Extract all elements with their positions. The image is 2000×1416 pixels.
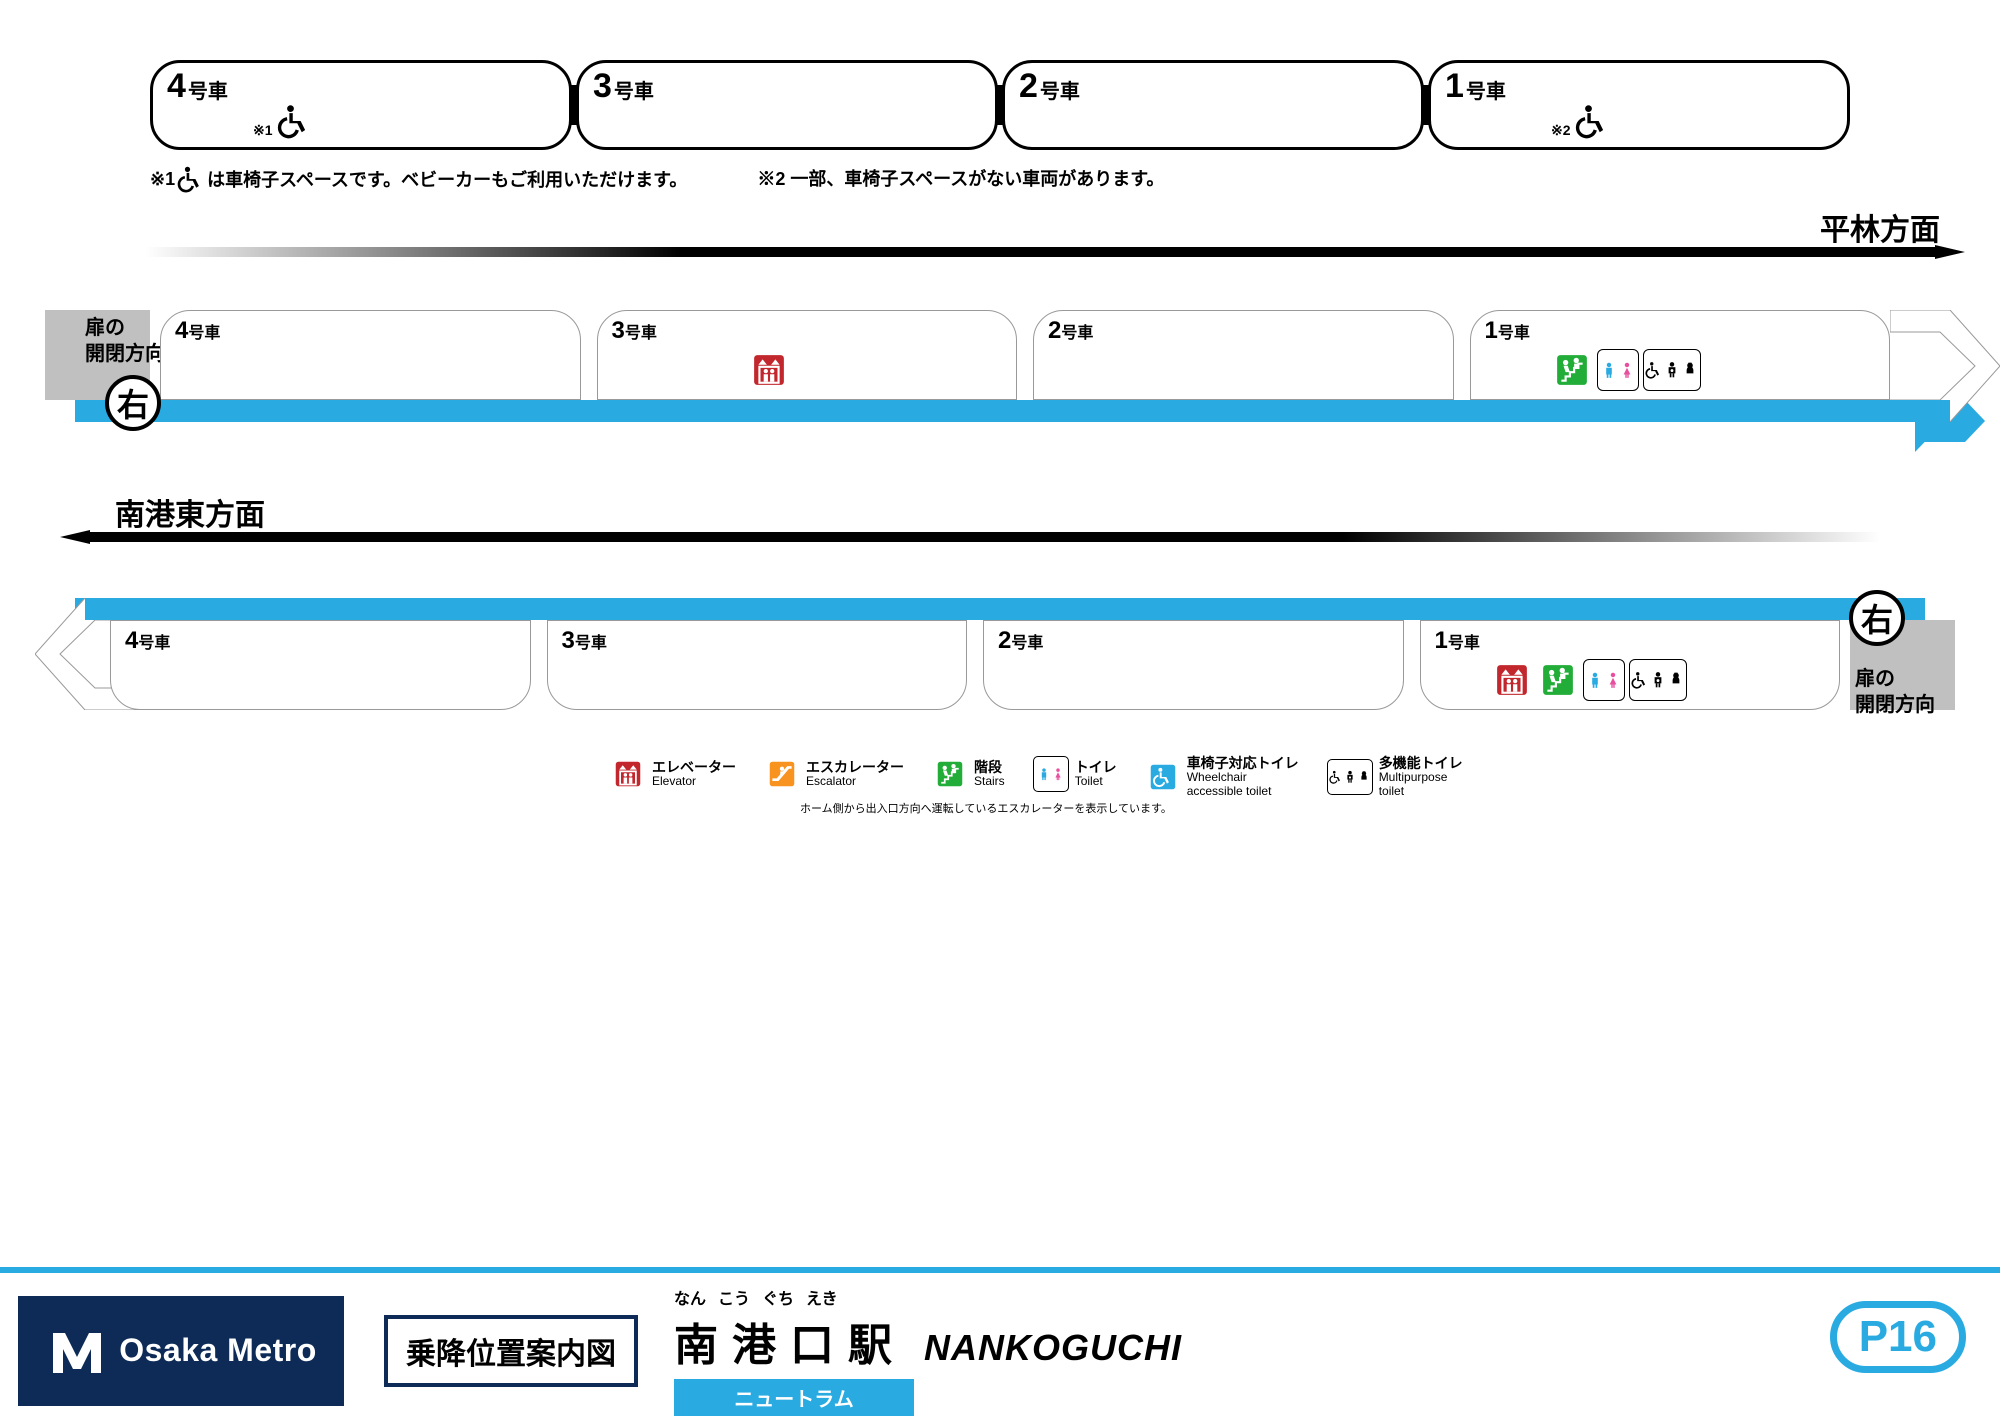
coupler (995, 85, 1005, 125)
station-block: なん こう ぐち えき 南港口駅 NANKOGUCHI ニュートラム (674, 1285, 1182, 1416)
elevator-icon (610, 756, 646, 792)
direction-1-label: 平林方面 (1820, 205, 1940, 249)
note-1: ※1 は車椅子スペースです。ベビーカーもご利用いただけます。 (150, 165, 687, 193)
train-car-1: 1 号車 ※2 (1428, 60, 1850, 150)
platform-cars: 4号車 3号車 2号車 1号車 (110, 620, 1840, 710)
car-number: 3 (593, 67, 612, 106)
arrow-head-outline (1890, 310, 2000, 422)
legend-escalator: エスカレーターEscalator (764, 756, 904, 792)
train-car-3: 3 号車 (576, 60, 998, 150)
guide-title: 乗降位置案内図 (384, 1315, 638, 1387)
wheelchair-icon (277, 103, 313, 139)
car-suffix: 号車 (188, 75, 228, 104)
station-code: P16 (1830, 1301, 1966, 1373)
plat-car-4: 4号車 (160, 310, 581, 400)
train-car-4: 4 号車 ※1 (150, 60, 572, 150)
coupler (1421, 85, 1431, 125)
footer-divider (0, 1267, 2000, 1273)
door-open-label: 扉の 開閉方向 (85, 315, 165, 367)
train-cars-top: 4 号車 ※1 3 号車 2 号車 1 号車 ※2 (150, 60, 1850, 150)
legend-wc-toilet: 車椅子対応トイレWheelchair accessible toilet (1145, 756, 1299, 798)
elevator-icon (1491, 659, 1533, 701)
train-car-2: 2 号車 (1002, 60, 1424, 150)
platform-bar (75, 400, 1925, 422)
footer: Osaka Metro 乗降位置案内図 なん こう ぐち えき 南港口駅 NAN… (0, 1288, 2000, 1413)
wc-toilet-icon (1145, 759, 1181, 795)
metro-logo-icon (45, 1319, 109, 1383)
toilet-icon (1583, 659, 1625, 701)
direction-1-arrow (145, 245, 1965, 259)
stairs-icon (1537, 659, 1579, 701)
legend-note: ホーム側から出入口方向へ運転しているエスカレーターを表示しています。 (800, 800, 1172, 816)
direction-2-arrow (60, 530, 1880, 544)
brand-logo: Osaka Metro (18, 1296, 344, 1406)
coupler (569, 85, 579, 125)
plat-car-1: 1号車 (1420, 620, 1841, 710)
plat-car-2: 2号車 (1033, 310, 1454, 400)
car-suffix: 号車 (1466, 75, 1506, 104)
escalator-icon (764, 756, 800, 792)
platform-cars: 4号車 3号車 2号車 1号車 (160, 310, 1890, 400)
side-marker: 右 (1849, 590, 1905, 646)
plat-car-2: 2号車 (983, 620, 1404, 710)
notes-row: ※1 は車椅子スペースです。ベビーカーもご利用いただけます。 ※2 一部、車椅子… (150, 165, 1850, 193)
station-name-jp: 南港口駅 (674, 1309, 906, 1373)
station-name-en: NANKOGUCHI (924, 1327, 1182, 1369)
door-open-label: 扉の 開閉方向 (1855, 666, 1935, 718)
plat-car-3: 3号車 (597, 310, 1018, 400)
legend: エレベーターElevator エスカレーターEscalator 階段Stairs… (610, 756, 1463, 798)
multi-toilet-icon (1629, 659, 1687, 701)
line-name: ニュートラム (674, 1379, 914, 1416)
platform-bar (75, 598, 1925, 620)
legend-toilet: トイレToilet (1033, 756, 1117, 792)
plat-car-1: 1号車 (1470, 310, 1891, 400)
platform-2: 扉の 開閉方向 右 4号車 3号車 2号車 1号車 (45, 598, 1955, 728)
car-suffix: 号車 (1040, 75, 1080, 104)
toilet-icon (1597, 349, 1639, 391)
plat-car-3: 3号車 (547, 620, 968, 710)
car-number: 1 (1445, 67, 1464, 106)
toilet-icon (1033, 756, 1069, 792)
brand-text: Osaka Metro (119, 1332, 317, 1369)
legend-stairs: 階段Stairs (932, 756, 1005, 792)
multi-toilet-icon (1327, 759, 1373, 795)
elevator-icon (748, 349, 790, 391)
stairs-icon (932, 756, 968, 792)
wheelchair-icon (177, 165, 205, 193)
platform-1: 扉の 開閉方向 右 4号車 3号車 2号車 (45, 310, 1955, 440)
car-number: 2 (1019, 67, 1038, 106)
wc-note: ※2 (1551, 122, 1571, 139)
legend-multi: 多機能トイレMultipurpose toilet (1327, 756, 1463, 798)
wc-note: ※1 (253, 122, 273, 139)
ruby-row: なん こう ぐち えき (674, 1285, 1182, 1309)
note-2: ※2 一部、車椅子スペースがない車両があります。 (757, 165, 1164, 193)
wheelchair-icon (1575, 103, 1611, 139)
car-number: 4 (167, 67, 186, 106)
legend-elevator: エレベーターElevator (610, 756, 736, 792)
plat-car-4: 4号車 (110, 620, 531, 710)
multi-toilet-icon (1643, 349, 1701, 391)
direction-2-label: 南港東方面 (115, 490, 265, 534)
side-marker: 右 (105, 375, 161, 431)
car-suffix: 号車 (614, 75, 654, 104)
stairs-icon (1551, 349, 1593, 391)
